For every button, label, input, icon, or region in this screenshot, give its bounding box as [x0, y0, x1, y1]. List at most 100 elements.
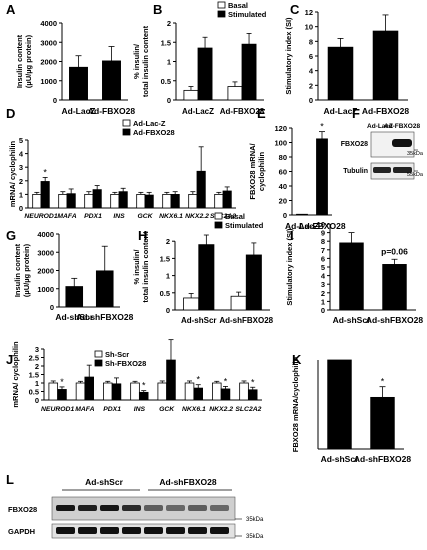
panel-g-chart: 0 1000 2000 3000 4000 Insulin content (µU/µg p…: [13, 230, 134, 322]
y-axis-label: Stimulatory index (SI): [285, 228, 294, 306]
panel-c-chart: 0 2 4 6 8 10 12 Stimulatory index (SI) Ad-LacZ Ad…: [284, 8, 409, 116]
y-tick-label: 4: [321, 272, 326, 281]
y-tick-label: 2: [167, 19, 171, 28]
bar: [370, 396, 395, 450]
x-tick-label: NKX2.2: [209, 406, 233, 413]
y-tick-label: 10: [305, 23, 313, 32]
bar: [241, 43, 257, 101]
y-tick-label: 120: [274, 124, 287, 133]
x-tick-label: Ad-shFBXO28: [76, 312, 133, 322]
y-tick-label: 1.5: [160, 254, 170, 263]
y-axis-label: total insulin content: [141, 25, 150, 97]
y-tick-label: 3000: [40, 38, 57, 47]
y-tick-label: 2: [309, 81, 313, 90]
bar: [197, 47, 213, 101]
band: [122, 505, 141, 511]
bar: [66, 193, 76, 209]
y-tick-label: 0.5: [160, 289, 170, 298]
band: [210, 527, 229, 534]
x-tick-label: NKX6.1: [182, 406, 206, 413]
y-axis-label: FBXO28 mRNA/: [248, 142, 257, 199]
x-tick-label: Ad-LacZ: [182, 107, 214, 116]
lane-label: Ad-FBXO28: [384, 123, 421, 130]
panel-l-western-blot: [51, 489, 242, 539]
bar: [196, 170, 206, 209]
legend-label: Sh-Scr: [105, 350, 129, 359]
bar: [247, 389, 258, 401]
y-tick-label: 0: [35, 396, 39, 405]
y-axis-label: Stimulatory index (SI): [284, 17, 293, 95]
bar: [198, 244, 215, 311]
x-tick-label: GCK: [137, 213, 153, 220]
bar: [296, 213, 308, 216]
y-tick-label: 20: [279, 197, 287, 206]
y-tick-label: 1: [166, 272, 170, 281]
y-tick-label: 3: [19, 163, 23, 172]
y-axis-label: mRNA/ cyclophilin: [8, 140, 17, 207]
y-tick-label: 2: [19, 177, 23, 186]
x-tick-label: INS: [134, 406, 146, 413]
bar: [162, 193, 172, 209]
bar: [136, 193, 146, 209]
x-tick-label: NKX2.2: [185, 213, 209, 220]
y-tick-label: 0: [19, 204, 23, 213]
y-tick-label: 0: [50, 303, 54, 312]
y-tick-label: 0: [53, 96, 57, 105]
y-tick-label: 40: [279, 182, 287, 191]
y-tick-label: 4: [309, 67, 314, 76]
lane-label: Ad-LacZ: [367, 123, 393, 130]
y-tick-label: 3: [321, 280, 325, 289]
bar: [327, 46, 354, 101]
bar: [239, 382, 249, 401]
bar: [48, 382, 59, 401]
panel-letter: K: [292, 352, 302, 367]
significance-marker: *: [381, 377, 385, 387]
band: [144, 527, 163, 534]
panel-a-chart: 0 1000 2000 3000 4000 Insulin content (µU/µg p…: [15, 19, 135, 116]
bar: [339, 242, 364, 311]
y-tick-label: 3000: [37, 248, 54, 257]
lane-label: Ad-shFBXO28: [159, 477, 216, 487]
y-tick-label: 5: [19, 136, 23, 145]
legend-label: Basal: [225, 212, 245, 221]
panel-letter: G: [6, 228, 16, 243]
x-tick-label: Ad-LacZ: [285, 221, 319, 231]
x-tick-label: SLC2A2: [235, 406, 261, 413]
legend-swatch: [214, 212, 223, 220]
legend-swatch: [94, 350, 103, 358]
y-tick-label: 2000: [37, 267, 54, 276]
panel-letter: C: [290, 2, 300, 17]
panel-letter: E: [257, 106, 266, 121]
band: [122, 527, 141, 534]
y-tick-label: 8: [321, 237, 325, 246]
legend-swatch: [217, 1, 226, 9]
bar: [92, 189, 102, 209]
bar: [372, 30, 399, 101]
bar: [102, 60, 121, 101]
band: [78, 505, 97, 511]
bar: [227, 86, 243, 101]
bar: [382, 264, 407, 311]
band: [188, 527, 207, 534]
bar: [212, 382, 222, 401]
legend-label: Stimulated: [225, 221, 264, 230]
y-tick-label: 2.5: [29, 354, 39, 363]
y-tick-label: 1000: [37, 285, 54, 294]
bar: [220, 388, 231, 401]
x-tick-label: Ad-FBXO28: [220, 107, 265, 116]
y-tick-label: 0: [283, 211, 287, 220]
y-tick-label: 1: [19, 190, 23, 199]
x-tick-label: Ad-shFBXO28: [219, 316, 273, 325]
significance-marker: p=0.06: [381, 246, 408, 256]
y-tick-label: 1: [167, 58, 171, 67]
x-tick-label: Ad-FBXO28: [298, 221, 346, 231]
panel-e-chart: 0 20 40 60 80 100 120 FBXO28 mRNA/cyclophilin Ad…: [248, 122, 346, 231]
mw-marker: 35kDa: [246, 534, 264, 540]
bar: [57, 389, 67, 401]
legend-label: Ad-FBXO28: [133, 128, 175, 137]
significance-marker: *: [320, 122, 324, 132]
x-tick-label: Ad-shScr: [181, 316, 217, 325]
x-tick-label: Ad-LacZ: [62, 106, 96, 116]
y-axis-label: Insulin content: [13, 243, 22, 297]
